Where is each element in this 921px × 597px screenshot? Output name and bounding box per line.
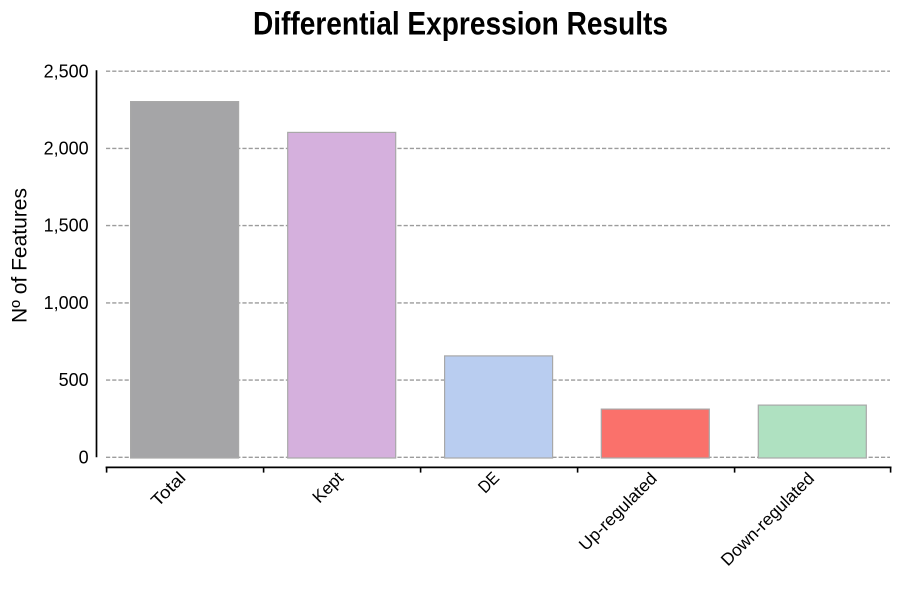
svg-text:1,000: 1,000	[44, 293, 89, 313]
svg-text:1,500: 1,500	[44, 216, 89, 236]
svg-text:2,500: 2,500	[44, 61, 89, 81]
svg-text:2,000: 2,000	[44, 139, 89, 159]
svg-text:Differential Expression Result: Differential Expression Results	[253, 5, 668, 41]
svg-text:Nº of Features: Nº of Features	[9, 188, 32, 323]
svg-text:500: 500	[59, 370, 89, 390]
svg-text:0: 0	[79, 447, 89, 467]
